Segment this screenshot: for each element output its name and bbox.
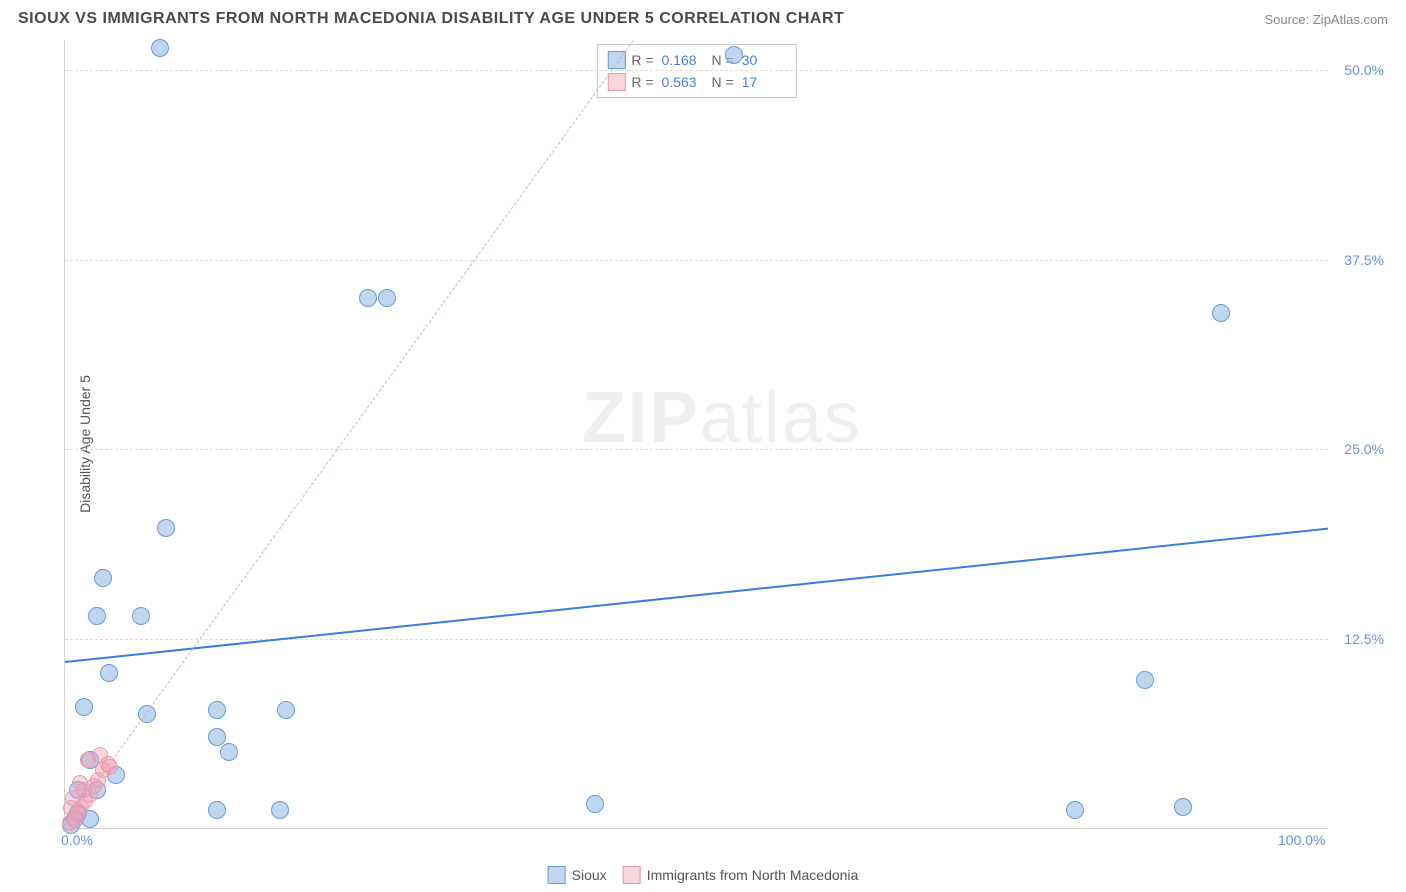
series-legend-item: Immigrants from North Macedonia: [623, 866, 859, 884]
data-point: [277, 701, 295, 719]
gridline-h: [65, 639, 1328, 640]
gridline-h: [65, 70, 1328, 71]
gridline-h: [65, 449, 1328, 450]
data-point: [1066, 801, 1084, 819]
data-point: [75, 698, 93, 716]
data-point: [1212, 304, 1230, 322]
series-legend: Sioux Immigrants from North Macedonia: [548, 866, 859, 884]
y-tick-label: 25.0%: [1344, 441, 1384, 457]
data-point: [1174, 798, 1192, 816]
data-point: [132, 607, 150, 625]
data-point: [208, 728, 226, 746]
legend-swatch: [548, 866, 566, 884]
data-point: [94, 569, 112, 587]
watermark-bold: ZIP: [582, 378, 700, 458]
legend-r-value: 0.563: [662, 71, 706, 93]
series-legend-label: Sioux: [572, 867, 607, 883]
correlation-legend-row: R =0.168N =30: [607, 49, 785, 71]
data-point: [208, 701, 226, 719]
data-point: [220, 743, 238, 761]
data-point: [63, 800, 79, 816]
series-legend-label: Immigrants from North Macedonia: [647, 867, 859, 883]
data-point: [1136, 671, 1154, 689]
legend-r-label: R =: [631, 71, 653, 93]
y-tick-label: 12.5%: [1344, 631, 1384, 647]
chart-header: SIOUX VS IMMIGRANTS FROM NORTH MACEDONIA…: [0, 0, 1406, 34]
x-tick-label: 100.0%: [1278, 832, 1325, 848]
data-point: [76, 782, 92, 798]
data-point: [725, 46, 743, 64]
data-point: [157, 519, 175, 537]
data-point: [208, 801, 226, 819]
chart-title: SIOUX VS IMMIGRANTS FROM NORTH MACEDONIA…: [18, 10, 844, 28]
trend-line: [65, 40, 634, 826]
data-point: [151, 39, 169, 57]
plot-region: ZIPatlas R =0.168N =30R =0.563N =17 12.5…: [64, 40, 1328, 829]
chart-area: Disability Age Under 5 ZIPatlas R =0.168…: [50, 40, 1388, 847]
data-point: [359, 289, 377, 307]
data-point: [100, 664, 118, 682]
legend-n-label: N =: [712, 71, 734, 93]
chart-source: Source: ZipAtlas.com: [1264, 12, 1388, 27]
legend-n-value: 30: [742, 49, 786, 71]
legend-r-value: 0.168: [662, 49, 706, 71]
legend-r-label: R =: [631, 49, 653, 71]
legend-n-value: 17: [742, 71, 786, 93]
series-legend-item: Sioux: [548, 866, 607, 884]
legend-swatch: [623, 866, 641, 884]
gridline-h: [65, 260, 1328, 261]
data-point: [586, 795, 604, 813]
x-tick-label: 0.0%: [61, 832, 93, 848]
data-point: [378, 289, 396, 307]
data-point: [88, 607, 106, 625]
trend-line: [65, 528, 1328, 663]
watermark: ZIPatlas: [582, 377, 862, 459]
data-point: [271, 801, 289, 819]
watermark-rest: atlas: [700, 378, 862, 458]
legend-swatch: [607, 73, 625, 91]
correlation-legend-row: R = 0.563 N = 17: [607, 71, 785, 93]
data-point: [102, 759, 118, 775]
y-tick-label: 50.0%: [1344, 62, 1384, 78]
y-tick-label: 37.5%: [1344, 252, 1384, 268]
